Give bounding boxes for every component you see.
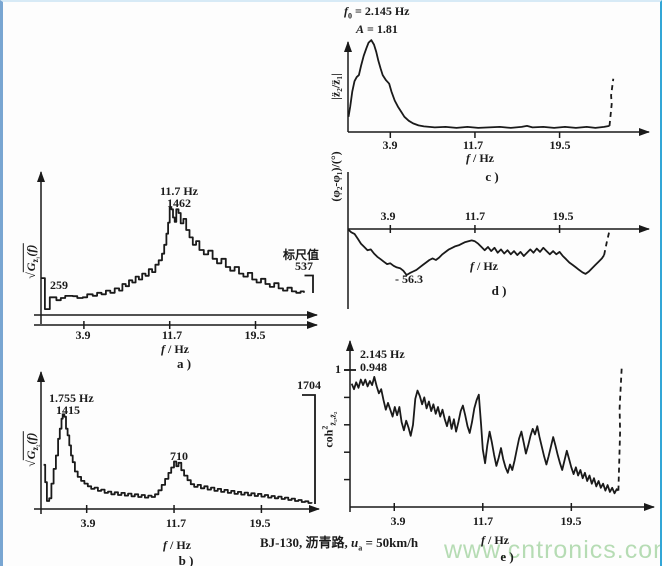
curve-b [43,413,313,504]
annotation-peak-freq-b: 1.755 Hz [49,391,94,405]
annotation-scale-value-a: 537 [295,259,313,273]
annotation-start-value-a: 259 [50,278,68,292]
x-tick-label: 19.5 [560,514,582,528]
x-tick-label: 3.9 [75,328,91,342]
scale-bracket-a [304,274,314,293]
x-axis-label-e: f / Hz [481,533,509,547]
x-tick-label: 11.7 [161,328,183,342]
annotation-mid-value-b: 710 [170,449,188,463]
y-tick-label-e: 1 [335,362,341,376]
x-tick-label: 11.7 [464,209,486,223]
subplot-caption-d: d ) [491,283,507,298]
curve-dashed-e [617,365,623,491]
sqrt-radical: √ [23,460,38,467]
x-tick-label: 11.7 [462,138,484,152]
x-axis-label-c: f / Hz [466,151,494,165]
annotation-min-value-d: - 56.3 [395,272,423,286]
curve-a [41,206,305,310]
x-tick-label: 3.9 [380,209,396,223]
y-axis-label-b: √Gz̈₂(f) [22,431,41,467]
x-tick-label: 19.5 [552,209,574,223]
curve-d [347,229,605,276]
annotation-peak-freq-a: 11.7 Hz [160,184,198,198]
x-tick-label: 19.5 [244,328,266,342]
curve-e [350,376,619,495]
annotation-amplitude-c: A = 1.81 [356,22,398,36]
subplot-caption-a: a ) [176,356,192,371]
sqrt-radical: √ [23,272,38,279]
annotation-freq-e: 2.145 Hz [360,347,405,361]
x-tick-label: 3.9 [390,514,406,528]
axis-arrowhead [344,41,352,52]
figure-canvas [34,39,655,514]
x-axis-label-a: f / Hz [161,342,189,356]
curve-dashed-c [608,78,615,126]
x-axis-label-b: f / Hz [163,538,191,552]
axis-arrowhead [309,505,320,513]
y-axis-label-e: coh2z̈₁,z̈₂ [320,411,338,448]
y-axis-label-a: √Gz̈₁(f) [22,243,41,279]
axis-arrowhead [639,225,650,233]
subplot-caption-c: c ) [485,169,499,184]
watermark-text: www.cntronics.com [444,536,662,564]
annotation-peak-value-a: 1462 [167,196,191,210]
curve-dashed-d [603,230,611,256]
annotation-f0-c: f0 = 2.145 Hz [344,4,410,21]
axis-arrowhead [346,340,354,351]
axis-arrowhead [639,128,650,136]
subplot-caption-b: b ) [178,553,194,566]
axis-arrowhead [644,503,655,511]
annotation-peak-value-b: 1415 [56,403,80,417]
axis-arrowhead [37,371,45,382]
axis-arrowhead [307,321,318,329]
axis-arrowhead [307,311,318,319]
y-axis-label-d: (φ₂-φ₁)/(°) [328,151,343,202]
x-tick-label: 19.5 [549,138,571,152]
test-condition-caption: BJ-130, 沥青路, ua = 50km/h [260,535,419,553]
x-tick-label: 3.9 [382,138,398,152]
x-tick-label: 3.9 [80,516,96,530]
x-tick-label: 11.7 [472,514,494,528]
scale-bracket-b [302,394,316,504]
annotation-scale-name-a: 标尺值 [283,248,320,262]
x-tick-label: 19.5 [249,516,271,530]
annotation-coherence-e: 0.948 [360,360,387,374]
subplot-caption-e: e ) [500,549,514,564]
axis-arrowhead [37,171,45,182]
curve-c [347,39,610,129]
annotation-scale-value-b: 1704 [297,378,321,392]
x-axis-label-d: f / Hz [470,259,498,273]
x-tick-label: 11.7 [165,516,187,530]
